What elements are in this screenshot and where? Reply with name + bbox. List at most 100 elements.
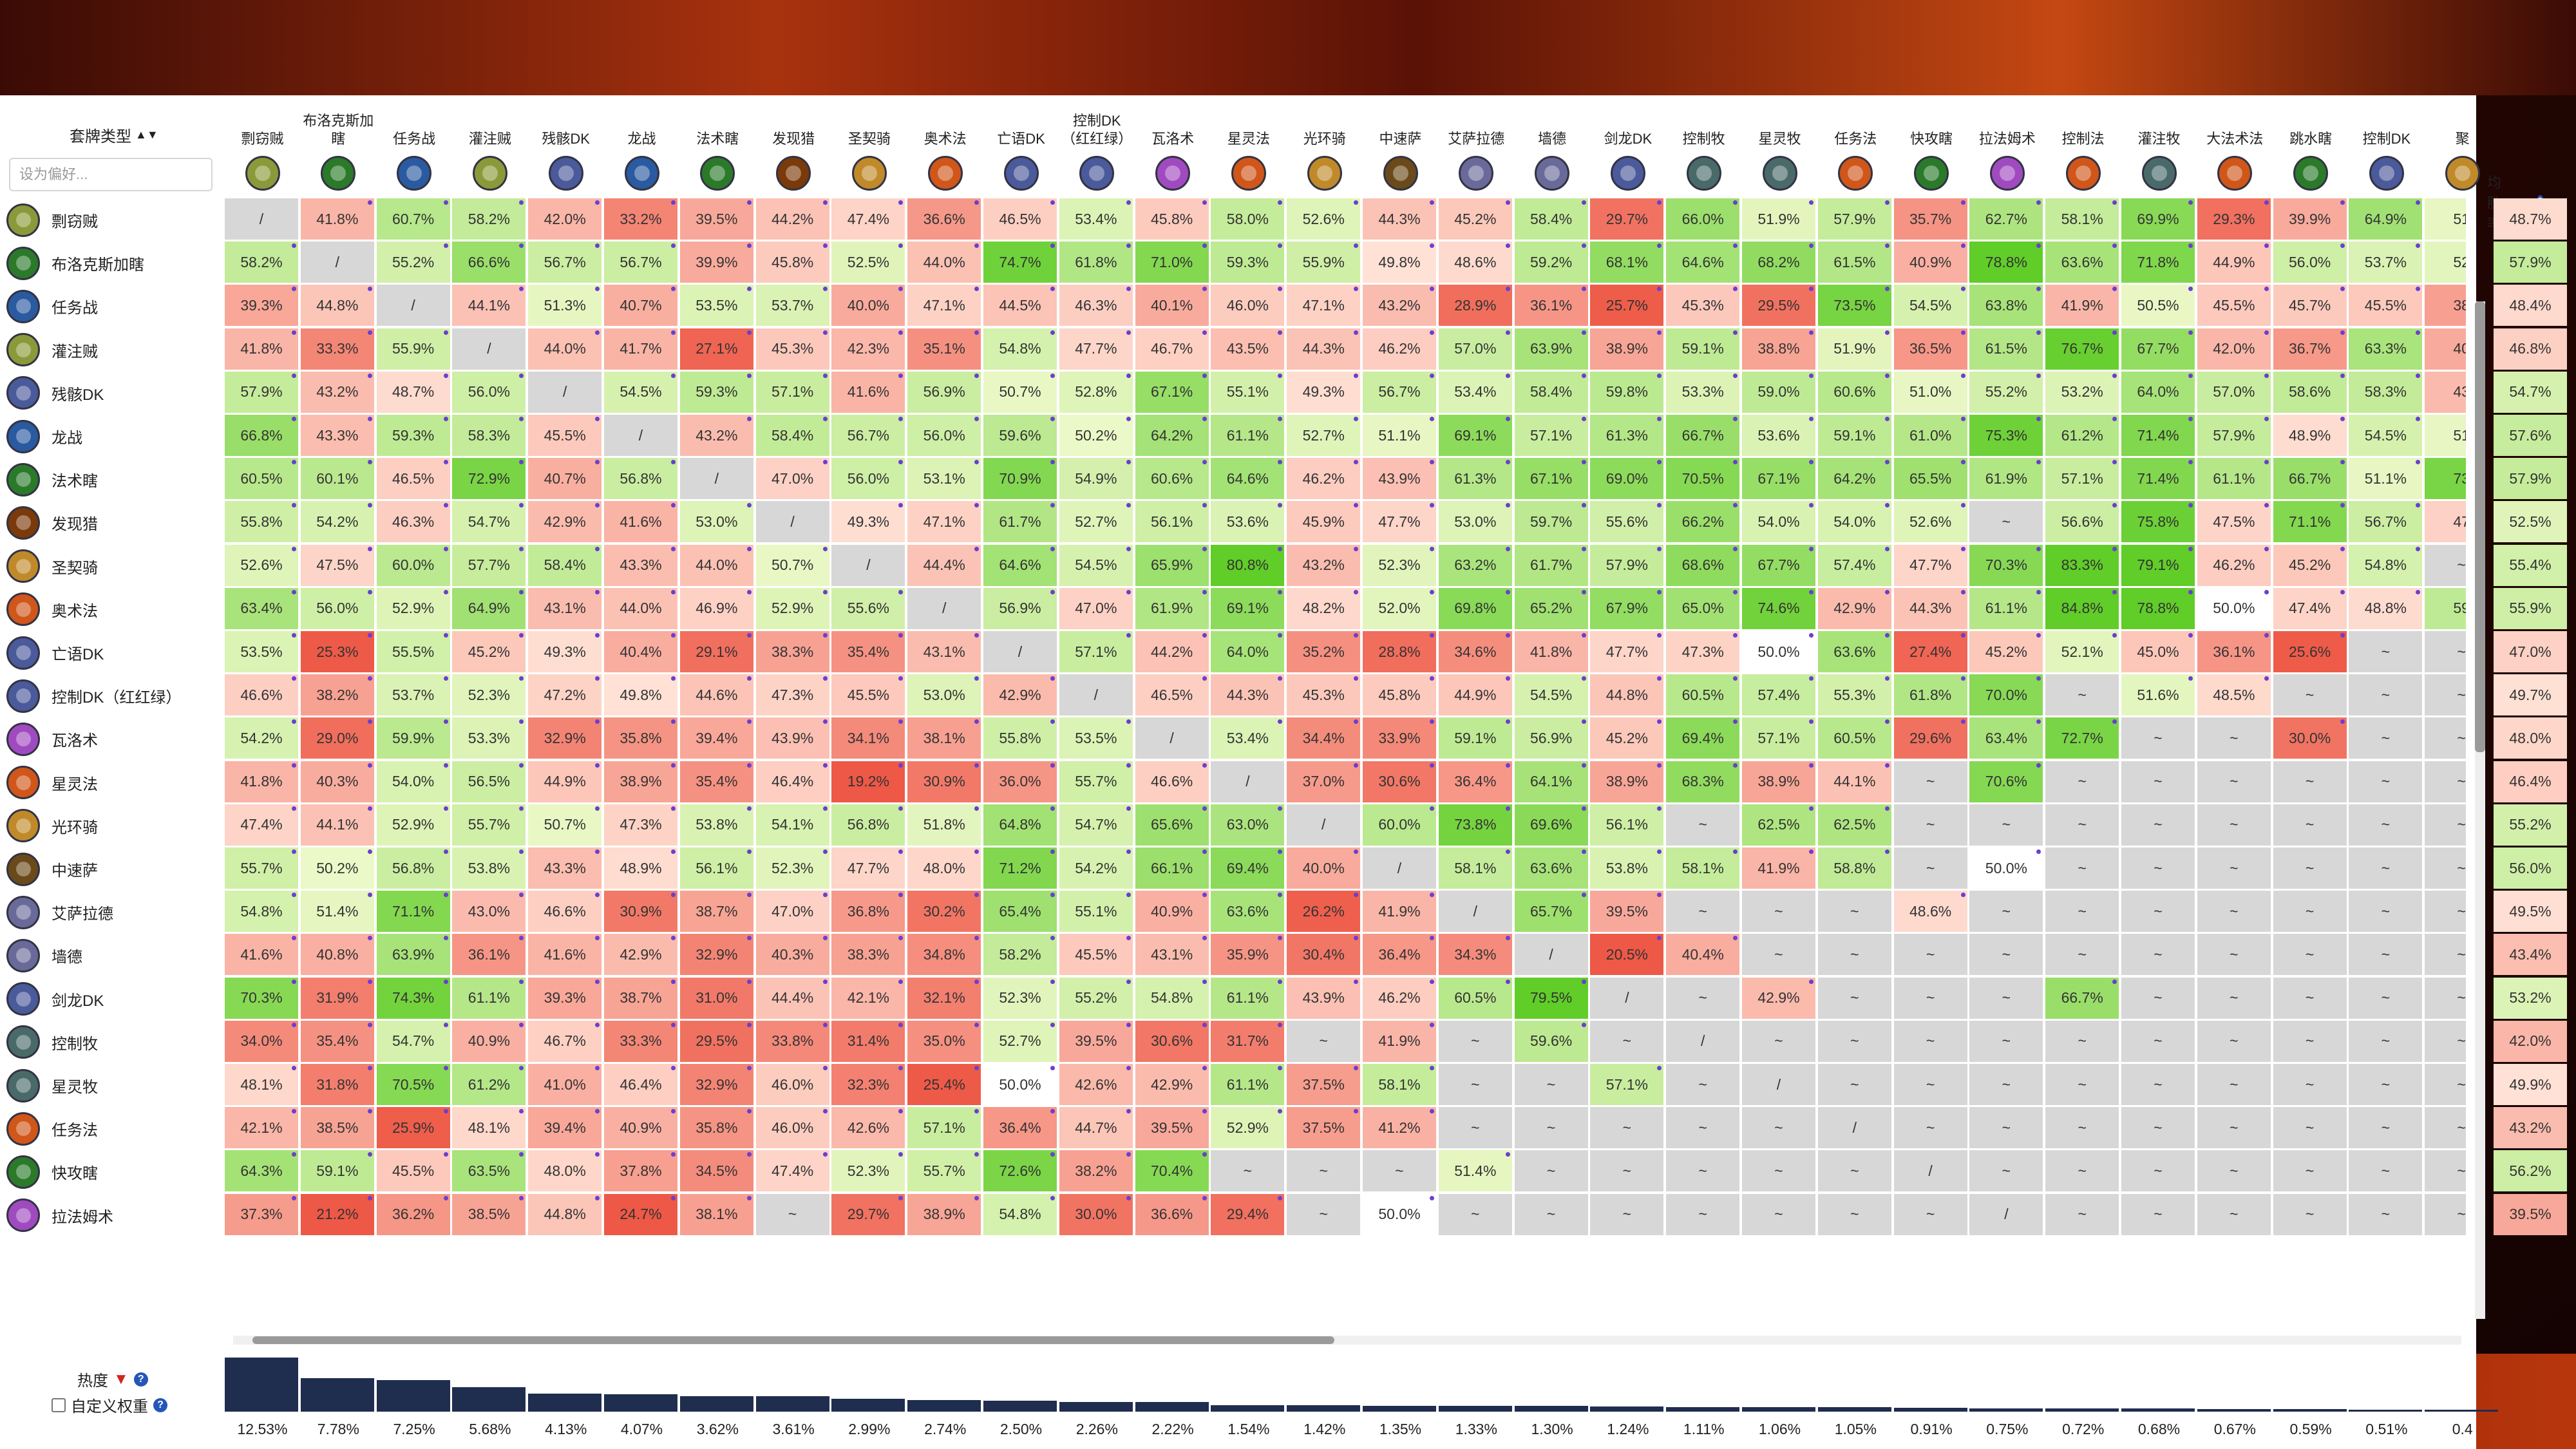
matchup-cell[interactable]: 46.0% <box>755 1107 829 1149</box>
matchup-cell[interactable]: ~ <box>2197 761 2271 802</box>
matchup-cell[interactable]: 76.7% <box>2045 328 2119 370</box>
matchup-cell[interactable]: 53.4% <box>1211 717 1285 759</box>
matchup-cell[interactable]: 56.1% <box>679 848 753 889</box>
column-header[interactable]: 残骸DK <box>528 107 603 191</box>
matchup-cell[interactable]: ~ <box>2121 1064 2195 1105</box>
matchup-cell[interactable]: 39.4% <box>528 1107 602 1149</box>
matchup-cell[interactable]: 64.3% <box>225 1150 298 1192</box>
matchup-cell[interactable]: 67.7% <box>1742 544 1815 586</box>
matchup-cell[interactable]: ~ <box>2425 544 2466 586</box>
matchup-cell[interactable]: ~ <box>2349 804 2423 846</box>
matchup-cell[interactable]: 38.9% <box>1742 761 1815 802</box>
column-header[interactable]: 任务法 <box>1818 107 1893 191</box>
matchup-cell[interactable]: 56.8% <box>604 458 677 500</box>
matchup-cell[interactable]: 37.3% <box>225 1193 298 1235</box>
matchup-cell[interactable]: 67.1% <box>1135 371 1209 413</box>
matchup-cell[interactable]: 57.4% <box>1742 674 1815 716</box>
matchup-cell[interactable]: 63.8% <box>1969 285 2043 327</box>
matchup-cell[interactable]: 43.9% <box>755 717 829 759</box>
matchup-cell[interactable]: ~ <box>1969 804 2043 846</box>
column-header[interactable]: 龙战 <box>604 107 679 191</box>
matchup-cell[interactable]: 35.0% <box>907 1020 981 1062</box>
matchup-cell[interactable]: 65.0% <box>1666 587 1740 629</box>
matchup-cell[interactable]: 63.6% <box>1211 891 1285 933</box>
matchup-cell[interactable]: 61.2% <box>2045 415 2119 456</box>
matchup-cell[interactable]: 57.0% <box>1438 328 1512 370</box>
matchup-cell[interactable]: 45.5% <box>1059 934 1133 976</box>
matchup-cell[interactable]: 56.0% <box>2273 242 2347 283</box>
matchup-cell[interactable]: 41.6% <box>831 371 905 413</box>
matchup-cell[interactable]: 57.9% <box>2197 415 2271 456</box>
matchup-cell[interactable]: 52.7% <box>1059 501 1133 543</box>
matchup-cell[interactable]: 61.9% <box>1135 587 1209 629</box>
matchup-cell[interactable]: 47.1% <box>907 285 981 327</box>
matchup-cell[interactable]: ~ <box>1969 891 2043 933</box>
matchup-cell[interactable]: 36.7% <box>2273 328 2347 370</box>
matchup-cell[interactable]: 43.2% <box>1287 544 1361 586</box>
row-header[interactable]: 龙战 <box>6 415 82 458</box>
matchup-cell[interactable]: 41.8% <box>225 328 298 370</box>
matchup-cell[interactable]: ~ <box>2045 674 2119 716</box>
matchup-cell[interactable]: ~ <box>2273 1020 2347 1062</box>
matchup-cell[interactable]: 56.5% <box>452 761 526 802</box>
column-header[interactable]: 瓦洛术 <box>1135 107 1211 191</box>
matchup-cell[interactable]: 83.3% <box>2045 544 2119 586</box>
matchup-cell[interactable]: 61.9% <box>1969 458 2043 500</box>
matchup-cell[interactable]: 59.3% <box>679 371 753 413</box>
matchup-cell[interactable]: 54.2% <box>1059 848 1133 889</box>
matchup-cell[interactable]: 57.9% <box>225 371 298 413</box>
matchup-cell[interactable]: ~ <box>1742 1107 1815 1149</box>
matchup-cell[interactable]: 56.8% <box>831 804 905 846</box>
matchup-cell[interactable]: 49.3% <box>528 631 602 672</box>
matchup-cell[interactable]: 41.8% <box>1514 631 1588 672</box>
matchup-cell[interactable]: 36.4% <box>1363 934 1436 976</box>
matchup-cell[interactable]: ~ <box>1514 1107 1588 1149</box>
matchup-cell[interactable]: / <box>1438 891 1512 933</box>
matchup-cell[interactable]: 70.3% <box>225 977 298 1019</box>
matchup-cell[interactable]: 48.1% <box>225 1064 298 1105</box>
matchup-cell[interactable]: 47.3% <box>604 804 677 846</box>
matchup-cell[interactable]: 44.3% <box>1287 328 1361 370</box>
matchup-cell[interactable]: 46.7% <box>528 1020 602 1062</box>
matchup-cell[interactable]: 57.4% <box>1817 544 1891 586</box>
matchup-cell[interactable]: 37.8% <box>604 1150 677 1192</box>
matchup-cell[interactable]: 71.0% <box>1135 242 1209 283</box>
matchup-cell[interactable]: 63.5% <box>452 1150 526 1192</box>
matchup-cell[interactable]: 52.3% <box>831 1150 905 1192</box>
matchup-cell[interactable]: 42.9% <box>1817 587 1891 629</box>
matchup-cell[interactable]: 20.5% <box>1590 934 1664 976</box>
matchup-cell[interactable]: 61.2% <box>452 1064 526 1105</box>
row-header[interactable]: 中速萨 <box>6 848 98 891</box>
matchup-cell[interactable]: 41.6% <box>604 501 677 543</box>
matchup-cell[interactable]: 38.2% <box>300 674 374 716</box>
matchup-cell[interactable]: 36.4% <box>1438 761 1512 802</box>
matchup-cell[interactable]: ~ <box>2045 1064 2119 1105</box>
matchup-cell[interactable]: 30.9% <box>907 761 981 802</box>
matchup-cell[interactable]: 30.6% <box>1363 761 1436 802</box>
matchup-cell[interactable]: 38.1% <box>907 717 981 759</box>
matchup-cell[interactable]: 56.7% <box>831 415 905 456</box>
matchup-cell[interactable]: 46.5% <box>983 198 1057 240</box>
matchup-cell[interactable]: ~ <box>1742 1150 1815 1192</box>
matchup-cell[interactable]: 57.1% <box>1514 415 1588 456</box>
row-header[interactable]: 墙德 <box>6 934 82 977</box>
matchup-cell[interactable]: ~ <box>2045 804 2119 846</box>
matchup-cell[interactable]: 44.3% <box>1211 674 1285 716</box>
matchup-cell[interactable]: 46.6% <box>528 891 602 933</box>
matchup-cell[interactable]: 58.2% <box>452 198 526 240</box>
vertical-scrollbar[interactable] <box>2475 301 2485 1319</box>
matchup-cell[interactable]: 55.7% <box>907 1150 981 1192</box>
matchup-cell[interactable]: 48.9% <box>604 848 677 889</box>
matchup-cell[interactable]: ~ <box>1666 891 1740 933</box>
matchup-cell[interactable]: 46.3% <box>376 501 450 543</box>
matchup-cell[interactable]: 41.7% <box>604 328 677 370</box>
matchup-cell[interactable]: 61.1% <box>452 977 526 1019</box>
matchup-cell[interactable]: 58.3% <box>2349 371 2423 413</box>
matchup-cell[interactable]: 39.5% <box>679 198 753 240</box>
matchup-cell[interactable]: 52.9% <box>376 587 450 629</box>
matchup-cell[interactable]: 38.3% <box>831 934 905 976</box>
matchup-cell[interactable]: 50.7% <box>983 371 1057 413</box>
matchup-cell[interactable]: ~ <box>1893 1107 1967 1149</box>
matchup-cell[interactable]: 48.7% <box>376 371 450 413</box>
matchup-cell[interactable]: 65.4% <box>983 891 1057 933</box>
